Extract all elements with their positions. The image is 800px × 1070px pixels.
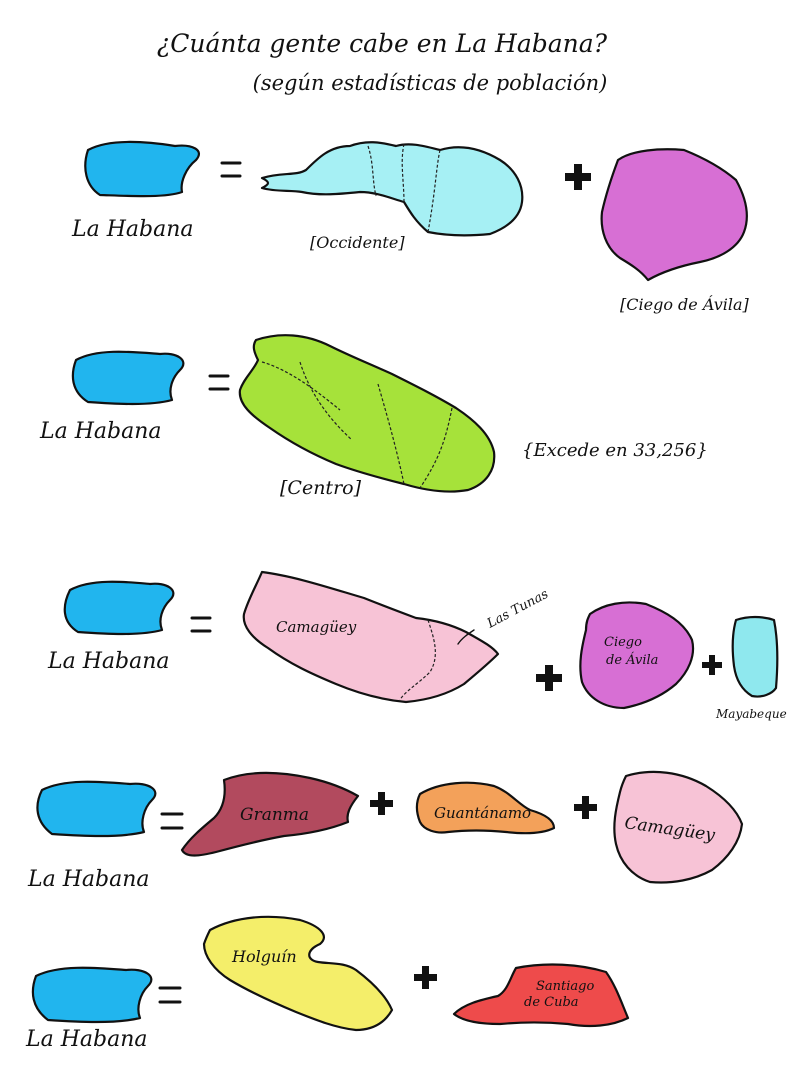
title-line-2: (según estadísticas de población) — [253, 71, 608, 95]
row-4: La Habana Granma Guantánamo Camagüey — [27, 770, 744, 892]
santiago-label-a: Santiago — [536, 979, 594, 994]
holguin-shape — [202, 915, 394, 1032]
centro-division-4 — [419, 407, 453, 489]
ciego-label-2b: de Ávila — [606, 652, 658, 668]
habana-shape-4 — [36, 780, 157, 838]
centro-division-2 — [299, 361, 353, 441]
centro-division-3 — [377, 383, 405, 485]
centro-shape — [238, 334, 496, 493]
mayabeque-shape — [731, 615, 779, 698]
equals-sign-5 — [158, 986, 182, 1004]
holguin-label: Holguín — [231, 947, 297, 966]
plus-sign-2 — [536, 665, 562, 691]
equals-sign-2 — [208, 374, 230, 391]
guantanamo-shape — [415, 781, 556, 835]
ciego-label-1: [Ciego de Ávila] — [620, 294, 750, 314]
camaguey-label-1: Camagüey — [276, 618, 357, 636]
plus-sign-1 — [565, 164, 591, 190]
mayabeque-label: Mayabeque — [715, 707, 787, 721]
habana-label-5: La Habana — [25, 1027, 148, 1052]
row-2: La Habana [Centro] {Excede en 33,256} — [39, 334, 708, 499]
row-5: La Habana Holguín Santiago de Cuba Santi… — [0, 0, 630, 1052]
plus-sign-6 — [414, 966, 437, 989]
santiago-label-full: Santiago de Cuba — [0, 0, 9, 1]
plus-sign-3 — [702, 655, 722, 675]
granma-shape — [180, 771, 360, 857]
habana-label-3: La Habana — [47, 649, 170, 674]
habana-label-1: La Habana — [71, 217, 194, 242]
lastunas-pointer — [457, 629, 475, 645]
ciego-shape-2 — [579, 601, 695, 710]
occidente-division-1 — [367, 145, 377, 197]
equals-sign-4 — [160, 812, 184, 830]
habana-label-4: La Habana — [27, 867, 150, 892]
habana-label-2: La Habana — [39, 419, 162, 444]
occidente-division-3 — [427, 149, 441, 233]
centro-division-1 — [261, 361, 341, 411]
title-line-1: ¿Cuánta gente cabe en La Habana? — [157, 29, 608, 58]
occidente-shape — [260, 141, 524, 237]
equals-sign-3 — [190, 616, 212, 633]
plus-sign-4 — [370, 792, 393, 815]
santiago-label-b: de Cuba — [524, 995, 579, 1010]
ciego-shape-1 — [600, 148, 748, 282]
plus-sign-5 — [574, 796, 597, 819]
granma-label: Granma — [240, 805, 309, 825]
habana-shape-2 — [71, 350, 185, 406]
habana-shape-1 — [84, 140, 200, 198]
camaguey-lastunas-division — [399, 619, 436, 701]
occidente-label: [Occidente] — [310, 233, 405, 252]
ciego-label-2a: Ciego — [604, 635, 642, 650]
habana-shape-5 — [31, 966, 153, 1024]
camaguey-shape-2 — [613, 770, 744, 884]
row-1: La Habana [Occidente] [Ciego de Ávila] — [71, 140, 750, 314]
lastunas-label: Las Tunas — [484, 587, 551, 632]
excess-note: {Excede en 33,256} — [522, 440, 708, 461]
habana-shape-3 — [63, 580, 175, 636]
camaguey-lastunas-shape — [242, 570, 500, 704]
centro-label: [Centro] — [280, 477, 362, 499]
row-3: La Habana Camagüey Las Tunas Ciego de Áv… — [47, 570, 787, 721]
santiago-shape — [452, 963, 630, 1028]
equals-sign-1 — [220, 161, 242, 178]
guantanamo-label: Guantánamo — [434, 804, 531, 822]
